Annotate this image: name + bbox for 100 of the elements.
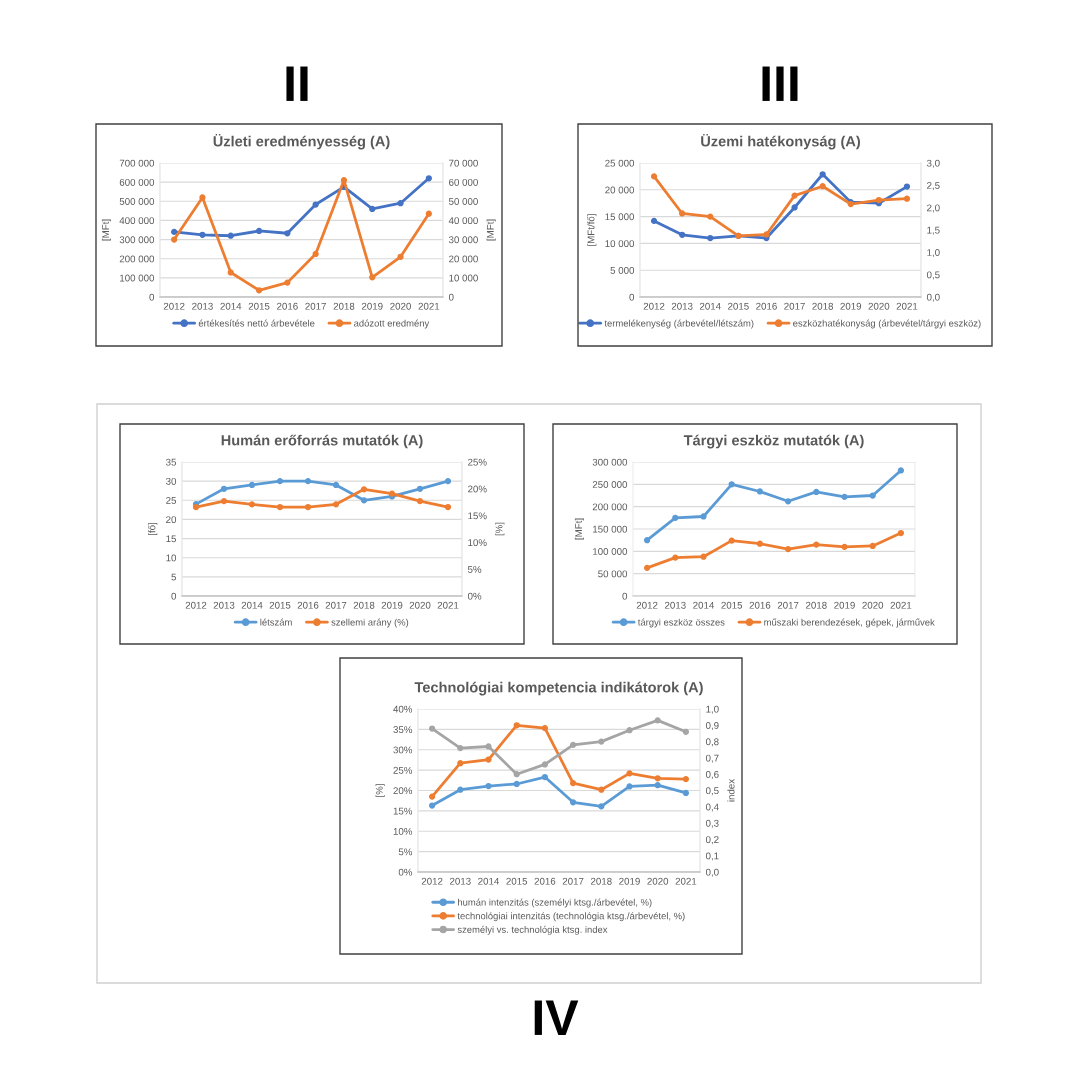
x-tick-label: 2021 <box>896 302 918 310</box>
y2-tick-label: 0,2 <box>705 836 719 845</box>
x-tick-label: 2016 <box>756 302 777 310</box>
y2-tick-label: 0 <box>448 293 454 301</box>
y-tick-label: 15 <box>166 535 177 543</box>
point <box>199 194 206 201</box>
y-tick-label: 5 <box>171 573 177 581</box>
y2-tick-label: 60 000 <box>449 178 478 186</box>
y-tick-label: 700 000 <box>119 159 155 167</box>
x-tick-label: 2020 <box>390 302 411 310</box>
x-tick-label: 2014 <box>478 877 500 885</box>
y2-tick-label: 0,5 <box>705 787 719 796</box>
point <box>541 725 549 732</box>
point <box>650 173 658 180</box>
point <box>457 760 464 767</box>
point <box>784 545 792 553</box>
point <box>700 553 707 560</box>
x-tick-label: 2015 <box>721 601 743 609</box>
y-tick-label: 5% <box>398 848 413 856</box>
point <box>332 481 340 489</box>
point <box>763 231 770 238</box>
x-tick-label: 2017 <box>305 302 326 310</box>
point <box>513 780 520 788</box>
point <box>672 514 679 521</box>
y2-tick-label: 1,0 <box>706 705 719 714</box>
point <box>679 210 686 217</box>
y-tick-label: 400 000 <box>119 217 155 225</box>
y-axis-title: [fő] <box>148 522 158 536</box>
point <box>869 542 876 550</box>
y2-tick-label: 10% <box>468 539 487 547</box>
x-tick-label: 2015 <box>269 601 291 609</box>
point <box>227 232 234 239</box>
y-tick-label: 20% <box>393 787 413 795</box>
y-tick-label: 500 000 <box>119 198 155 205</box>
x-tick-label: 2013 <box>671 302 693 310</box>
x-tick-label: 2012 <box>643 302 665 310</box>
point <box>485 743 492 750</box>
y-tick-label: 100 000 <box>593 548 628 555</box>
chart-title: Üzleti eredményesség (A) <box>213 133 390 150</box>
point <box>284 230 291 237</box>
point <box>875 196 882 204</box>
point <box>513 722 520 729</box>
point <box>171 228 178 236</box>
chart-title: Humán erőforrás mutatók (A) <box>221 434 423 449</box>
x-tick-label: 2018 <box>590 877 612 885</box>
point <box>841 543 848 550</box>
point <box>248 501 256 508</box>
point <box>650 217 658 225</box>
point <box>643 564 651 571</box>
x-tick-label: 2020 <box>647 877 669 885</box>
point <box>304 503 312 511</box>
point <box>897 467 905 474</box>
y-axis-title: [MFt] <box>574 518 584 540</box>
y-tick-label: 0 <box>171 592 177 600</box>
point <box>444 478 452 485</box>
point <box>756 488 764 495</box>
x-tick-label: 2016 <box>297 601 319 609</box>
x-tick-label: 2014 <box>699 302 721 310</box>
x-tick-label: 2012 <box>636 601 658 609</box>
x-tick-label: 2020 <box>868 302 890 310</box>
y-tick-label: 20 000 <box>605 186 635 194</box>
x-tick-label: 2020 <box>862 601 884 609</box>
point <box>428 793 436 800</box>
point <box>171 236 178 243</box>
y2-tick-label: 0,0 <box>926 293 940 302</box>
x-tick-label: 2012 <box>185 601 207 609</box>
x-tick-label: 2012 <box>421 877 443 885</box>
y2-tick-label: 0,8 <box>705 738 719 747</box>
point <box>598 803 605 810</box>
point <box>569 799 577 806</box>
y-tick-label: 0 <box>622 592 628 600</box>
x-tick-label: 2019 <box>834 601 855 609</box>
y-tick-label: 10 000 <box>605 240 635 248</box>
point <box>312 201 319 208</box>
y2-tick-label: 3,0 <box>926 159 940 168</box>
point <box>304 478 312 485</box>
point <box>220 485 228 492</box>
x-tick-label: 2021 <box>437 601 459 609</box>
y2-tick-label: 1,5 <box>927 226 940 235</box>
legend-label: termelékenység (árbevétel/létszám) <box>604 319 754 329</box>
point <box>425 210 432 217</box>
y2-tick-label: 2,0 <box>927 204 940 213</box>
x-tick-label: 2017 <box>325 601 347 609</box>
x-tick-label: 2013 <box>664 601 686 609</box>
y-tick-label: 300 000 <box>592 458 628 466</box>
x-tick-label: 2021 <box>890 601 912 609</box>
point <box>360 486 368 493</box>
y2-tick-label: 5% <box>467 565 482 573</box>
point <box>397 200 404 207</box>
point <box>416 485 424 492</box>
y-tick-label: 200 000 <box>119 255 155 263</box>
y2-tick-label: 0,7 <box>705 754 719 763</box>
point <box>756 540 764 547</box>
x-tick-label: 2018 <box>353 601 375 609</box>
point <box>819 183 826 190</box>
y2-tick-label: 50 000 <box>448 198 478 205</box>
point <box>643 537 651 544</box>
point <box>569 780 577 787</box>
point <box>841 493 848 500</box>
point <box>397 253 404 260</box>
